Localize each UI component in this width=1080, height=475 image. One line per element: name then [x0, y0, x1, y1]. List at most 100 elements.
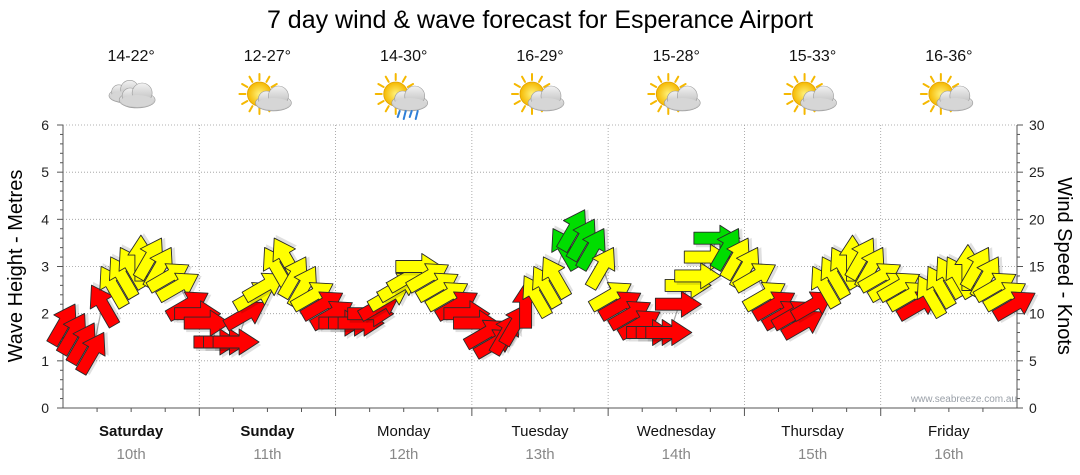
sun-ray [248, 75, 254, 83]
y-left-tick-label: 3 [41, 259, 49, 275]
wind-arrow-body [277, 256, 308, 301]
day-date-label: 10th [117, 446, 146, 463]
wind-arrow-body [212, 328, 260, 356]
sun-ray [543, 83, 551, 88]
y-left-tick-label: 5 [41, 164, 49, 180]
sun-ray [401, 75, 407, 83]
cloud-shape [255, 85, 292, 112]
sun-ray [922, 83, 930, 88]
sun-ray [922, 100, 930, 105]
sun-ray [406, 83, 415, 88]
wind-arrow-body [584, 246, 616, 291]
y-right-tick-label: 20 [1029, 211, 1045, 227]
sun-ray [265, 75, 271, 83]
rain-drop [396, 110, 401, 118]
y-right-tick-label: 15 [1029, 259, 1045, 275]
cloud-part [938, 98, 971, 110]
wind-arrow-body [132, 237, 164, 282]
watermark: www.seabreeze.com.au [910, 394, 1017, 405]
wind-arrow-body [556, 209, 587, 254]
wind-arrow-body [654, 290, 702, 318]
day-temp-label: 14-22° [107, 48, 154, 65]
sun-ray [793, 75, 799, 83]
day-name-label: Sunday [240, 423, 295, 440]
cloud-shape [118, 82, 156, 109]
wind-direction-arrow [584, 246, 619, 291]
sun-ray [951, 83, 960, 88]
partly-cloudy-icon [238, 73, 292, 115]
day-date-label: 14th [662, 446, 691, 463]
sun-ray [521, 105, 526, 113]
wind-arrow-body [46, 303, 77, 348]
wind-arrow-body [844, 237, 875, 282]
rain-drop [408, 110, 413, 118]
wind-direction-arrow [674, 262, 723, 292]
cloud-part [393, 98, 426, 110]
wind-arrow-body [55, 312, 87, 357]
sun-ray [679, 83, 687, 88]
sun-ray [513, 83, 521, 88]
y-right-tick-label: 25 [1029, 164, 1045, 180]
wind-arrow-body [719, 237, 750, 282]
cloud-shape [527, 85, 565, 112]
cloud-part [666, 98, 699, 110]
sun-ray [810, 75, 816, 83]
y-right-tick-label: 10 [1029, 306, 1045, 322]
day-temp-label: 16-29° [516, 48, 563, 65]
sun-ray [793, 105, 799, 113]
y-right-tick-label: 0 [1029, 400, 1037, 416]
sun-ray [786, 100, 794, 105]
sun-ray [649, 100, 658, 105]
cloud-part [121, 95, 154, 107]
day-temp-label: 16-36° [925, 48, 972, 65]
partly-cloudy-icon [511, 73, 565, 115]
y-left-tick-label: 6 [41, 117, 49, 133]
sun-ray [929, 105, 935, 113]
sun-ray [270, 83, 278, 88]
sun-ray [241, 100, 249, 105]
day-name-label: Friday [928, 423, 970, 440]
day-temp-label: 12-27° [244, 48, 291, 65]
day-name-label: Tuesday [512, 423, 569, 440]
y-right-tick-label: 30 [1029, 117, 1045, 133]
sun-ray [674, 75, 680, 83]
sun-ray [657, 75, 663, 83]
sun-ray [815, 83, 823, 88]
day-name-label: Saturday [99, 423, 164, 440]
wind-direction-arrow [654, 290, 704, 321]
sun-ray [946, 75, 952, 83]
day-temp-label: 14-30° [380, 48, 427, 65]
y-left-tick-label: 1 [41, 353, 49, 369]
cloud-shape [391, 85, 429, 112]
sun-ray [657, 105, 663, 113]
sun-ray [649, 83, 658, 88]
cloud-shape [800, 85, 837, 112]
wind-arrow-body [959, 246, 991, 291]
chart-title: 7 day wind & wave forecast for Esperance… [267, 6, 813, 34]
day-date-label: 16th [934, 446, 963, 463]
wind-direction-arrow [575, 228, 609, 272]
sun-ray [929, 75, 935, 83]
wind-arrow-body [674, 262, 722, 290]
wind-direction-arrow [991, 291, 1039, 323]
y-axis-label-left: Wave Height - Metres [5, 170, 27, 363]
y-left-tick-label: 4 [41, 211, 49, 227]
partly-cloudy-icon [647, 73, 701, 115]
y-left-tick-label: 2 [41, 306, 49, 322]
wind-direction-arrow [645, 319, 694, 349]
day-name-label: Wednesday [637, 423, 716, 440]
cloud-part [802, 98, 835, 110]
wind-arrow-body [75, 331, 106, 376]
partly-cloudy-icon [783, 73, 837, 115]
sun-ray [384, 105, 390, 113]
sun-ray [377, 83, 385, 88]
y-left-tick-label: 0 [41, 400, 49, 416]
wind-direction-arrow [212, 328, 262, 358]
cloud-shape [936, 85, 974, 112]
sun-ray [786, 83, 794, 88]
wind-arrow-body [709, 228, 741, 272]
day-temp-label: 15-33° [789, 48, 836, 65]
cloud-part [530, 98, 562, 110]
sun-rain-icon [374, 73, 429, 120]
day-date-label: 11th [253, 446, 281, 463]
